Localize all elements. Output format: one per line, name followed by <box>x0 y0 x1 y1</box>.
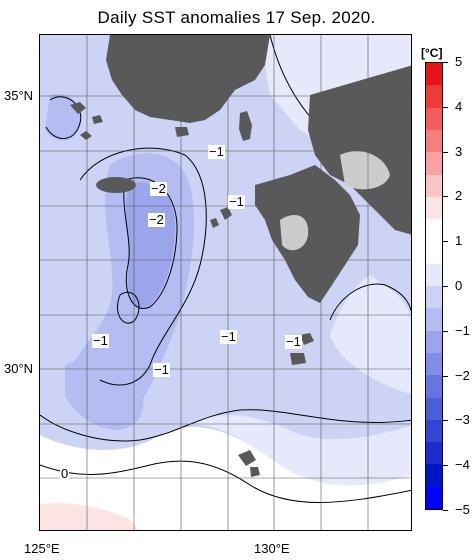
contour-line <box>40 409 411 442</box>
colorbar-band <box>426 330 442 354</box>
colorbar-band <box>426 419 442 443</box>
contour-label: −2 <box>150 181 167 196</box>
contour-label: −1 <box>153 362 170 377</box>
anomaly-area-cold-sw <box>65 360 144 430</box>
lat-label-30n: 30°N <box>4 361 34 376</box>
lon-label-125e: 125°E <box>24 541 60 556</box>
colorbar-band <box>426 486 442 510</box>
contour-line <box>123 177 178 309</box>
colorbar-band <box>426 352 442 376</box>
anomaly-area-east <box>330 275 411 395</box>
colorbar-unit: [°C] <box>421 46 443 60</box>
colorbar-band <box>426 308 442 332</box>
colorbar-tick-label: −3 <box>455 412 470 428</box>
colorbar-tick-mark <box>443 330 448 332</box>
colorbar-tick-label: 5 <box>455 54 463 69</box>
contour-label: −1 <box>208 144 225 159</box>
lon-label-130e: 130°E <box>254 541 290 556</box>
colorbar-tick-mark <box>443 375 448 377</box>
colorbar-tick-mark <box>443 510 448 511</box>
colorbar-band <box>426 63 442 86</box>
colorbar-band <box>426 107 442 131</box>
colorbar-band <box>426 85 442 109</box>
colorbar-tick-label: 1 <box>455 233 463 249</box>
korea-landmass <box>106 35 270 123</box>
colorbar-tick-label: −1 <box>455 322 470 338</box>
colorbar-tick-label: −4 <box>455 457 470 473</box>
colorbar-tick-mark <box>443 106 448 108</box>
colorbar-tick-label: 3 <box>455 143 463 159</box>
colorbar-band <box>426 219 442 242</box>
colorbar <box>425 62 443 510</box>
goto-islands <box>210 207 232 228</box>
colorbar-tick-mark <box>443 420 448 422</box>
colorbar-band <box>426 397 442 421</box>
lat-label-35n: 35°N <box>4 88 34 103</box>
contour-label: −1 <box>285 334 302 349</box>
anomaly-area-positive-sw <box>40 503 139 530</box>
colorbar-band <box>426 152 442 175</box>
map-canvas <box>40 35 411 530</box>
anomaly-area-south-white <box>40 427 411 530</box>
colorbar-tick-label: 2 <box>455 188 463 204</box>
colorbar-tick-mark <box>443 465 448 467</box>
colorbar-band <box>426 286 442 309</box>
map-title: Daily SST anomalies 17 Sep. 2020. <box>97 8 376 27</box>
colorbar-band <box>426 442 442 465</box>
contour-label: 0 <box>60 466 70 481</box>
japan-islands-south <box>238 333 314 477</box>
anomaly-area-south-light <box>180 415 411 486</box>
colorbar-band <box>426 375 442 398</box>
contour-label: −2 <box>148 212 165 227</box>
colorbar-band <box>426 129 442 153</box>
jeju-island <box>96 177 136 193</box>
korea-islands <box>70 102 189 140</box>
kyushu-inland-light <box>280 215 309 251</box>
sst-anomaly-map: −1 −2 −2 −1 −1 −1 −1 −1 0 <box>39 34 412 531</box>
colorbar-band <box>426 263 442 287</box>
colorbar-tick-label: 4 <box>455 98 463 114</box>
colorbar-tick-mark <box>443 151 448 153</box>
colorbar-band <box>426 241 442 265</box>
colorbar-band <box>426 174 442 198</box>
colorbar-tick-mark <box>443 62 448 63</box>
tsushima-island <box>239 111 252 141</box>
contour-line <box>40 460 411 503</box>
colorbar-tick-mark <box>443 241 448 243</box>
colorbar-tick-label: −5 <box>455 502 470 517</box>
colorbar-band <box>426 464 442 488</box>
colorbar-tick-mark <box>443 286 448 287</box>
colorbar-tick-label: −2 <box>455 367 470 383</box>
japan-honshu <box>308 65 411 235</box>
contour-line <box>45 96 82 139</box>
graticule <box>40 35 411 530</box>
contour-line <box>329 283 411 321</box>
contour-label: −1 <box>228 194 245 209</box>
contour-line <box>117 292 140 324</box>
colorbar-tick-mark <box>443 196 448 198</box>
shikoku-light <box>340 151 390 190</box>
colorbar-tick-label: 0 <box>455 278 463 293</box>
contour-label: −1 <box>220 329 237 344</box>
contour-label: −1 <box>92 333 109 348</box>
contour-line <box>79 147 207 386</box>
colorbar-band <box>426 196 442 220</box>
